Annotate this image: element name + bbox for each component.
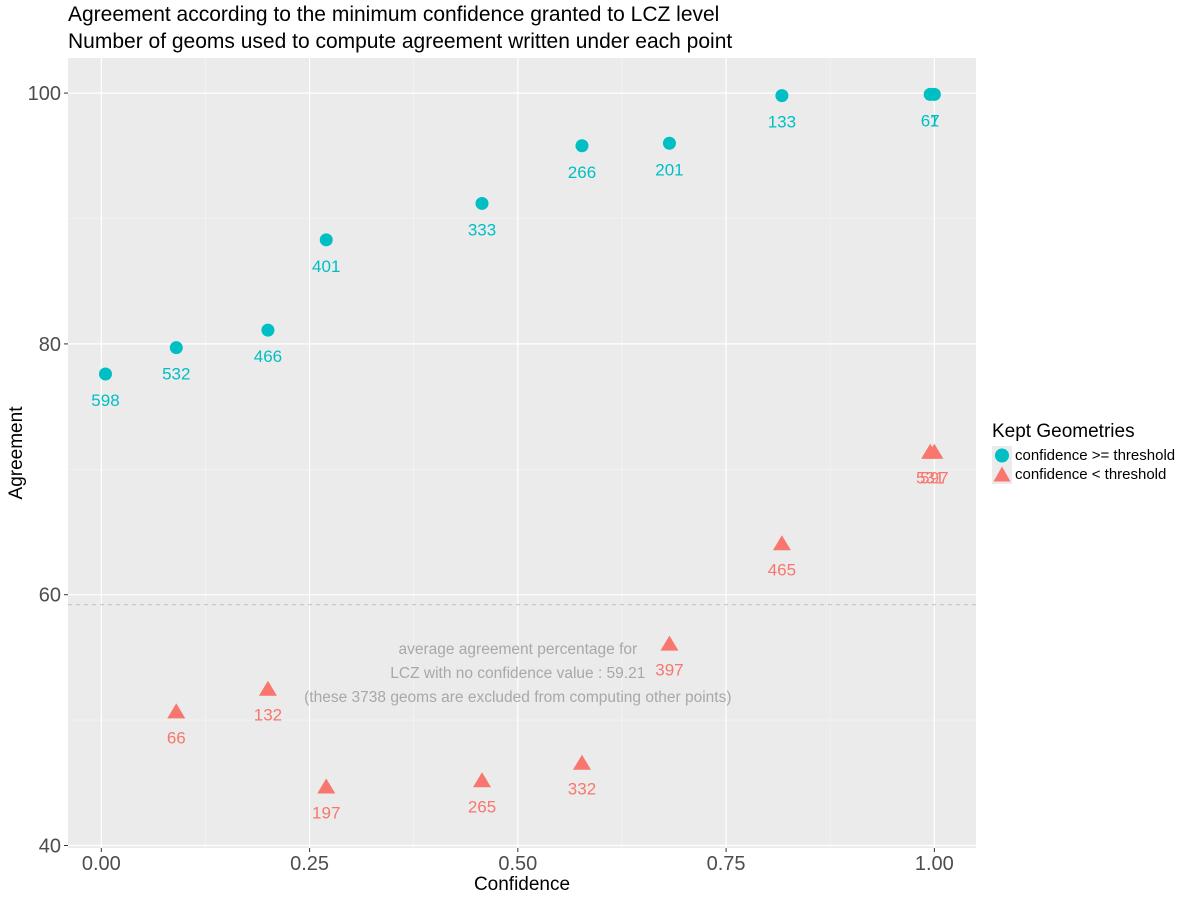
x-tick-label: 0.00 (82, 853, 121, 875)
point-label-below-threshold: 531 (916, 469, 944, 488)
y-tick-label: 100 (28, 83, 61, 105)
y-axis-title: Agreement (6, 406, 27, 500)
y-tick-label: 40 (39, 835, 61, 857)
x-axis-title: Confidence (474, 874, 570, 895)
chart-title: Agreement according to the minimum confi… (68, 3, 720, 26)
annotation-line: average agreement percentage for (398, 641, 637, 658)
legend-item-below-threshold: confidence < threshold (992, 465, 1175, 484)
point-label-above-threshold: 401 (312, 257, 340, 276)
point-label-above-threshold: 1 (930, 111, 939, 130)
point-above-threshold (475, 196, 489, 210)
point-below-threshold (572, 754, 591, 770)
point-label-below-threshold: 332 (568, 780, 596, 799)
point-label-above-threshold: 67 (921, 111, 940, 130)
point-below-threshold (258, 680, 277, 696)
x-tick-label: 1.00 (915, 853, 954, 875)
legend-title: Kept Geometries (992, 421, 1135, 442)
annotation-line: LCZ with no confidence value : 59.21 (390, 665, 645, 682)
point-above-threshold (662, 136, 676, 150)
point-label-below-threshold: 265 (468, 797, 496, 816)
point-label-below-threshold: 66 (167, 728, 186, 747)
point-label-above-threshold: 532 (162, 365, 190, 384)
point-below-threshold (772, 535, 791, 551)
point-label-below-threshold: 397 (655, 661, 683, 680)
legend-item-above-threshold: confidence >= threshold (992, 446, 1175, 465)
legend-circle-key (992, 446, 1012, 465)
x-tick-label: 0.50 (498, 853, 537, 875)
point-above-threshold (169, 341, 183, 355)
point-below-threshold (167, 703, 186, 719)
annotation-line: (these 3738 geoms are excluded from comp… (304, 689, 731, 706)
point-above-threshold (98, 367, 112, 381)
point-above-threshold (575, 139, 589, 153)
point-label-above-threshold: 266 (568, 163, 596, 182)
point-label-above-threshold: 598 (91, 391, 119, 410)
x-tick-label: 0.75 (707, 853, 746, 875)
point-label-below-threshold: 597 (920, 469, 948, 488)
plot-panel (68, 58, 976, 848)
point-label-above-threshold: 133 (768, 113, 796, 132)
legend-triangle-key (992, 465, 1012, 484)
x-tick-label: 0.25 (290, 853, 329, 875)
legend-circle-marker (995, 448, 1009, 463)
point-label-above-threshold: 466 (254, 347, 282, 366)
legend-label-below: confidence < threshold (1015, 466, 1167, 483)
point-label-below-threshold: 197 (312, 804, 340, 823)
legend-label-above: confidence >= threshold (1015, 447, 1176, 464)
point-below-threshold (925, 443, 944, 459)
point-above-threshold (775, 89, 789, 103)
point-label-above-threshold: 333 (468, 220, 496, 239)
y-tick-label: 80 (39, 334, 61, 356)
point-below-threshold (473, 772, 492, 788)
point-label-below-threshold: 465 (768, 560, 796, 579)
legend-triangle-marker (993, 466, 1011, 482)
point-label-above-threshold: 201 (655, 160, 683, 179)
legend: Kept Geometries confidence >= threshold … (992, 421, 1175, 484)
point-label-below-threshold: 132 (254, 706, 282, 725)
point-below-threshold (660, 635, 679, 651)
point-above-threshold (927, 87, 941, 101)
point-below-threshold (317, 778, 336, 794)
point-above-threshold (261, 323, 275, 337)
point-above-threshold (319, 233, 333, 247)
y-tick-label: 60 (39, 585, 61, 607)
chart-subtitle: Number of geoms used to compute agreemen… (68, 30, 733, 53)
